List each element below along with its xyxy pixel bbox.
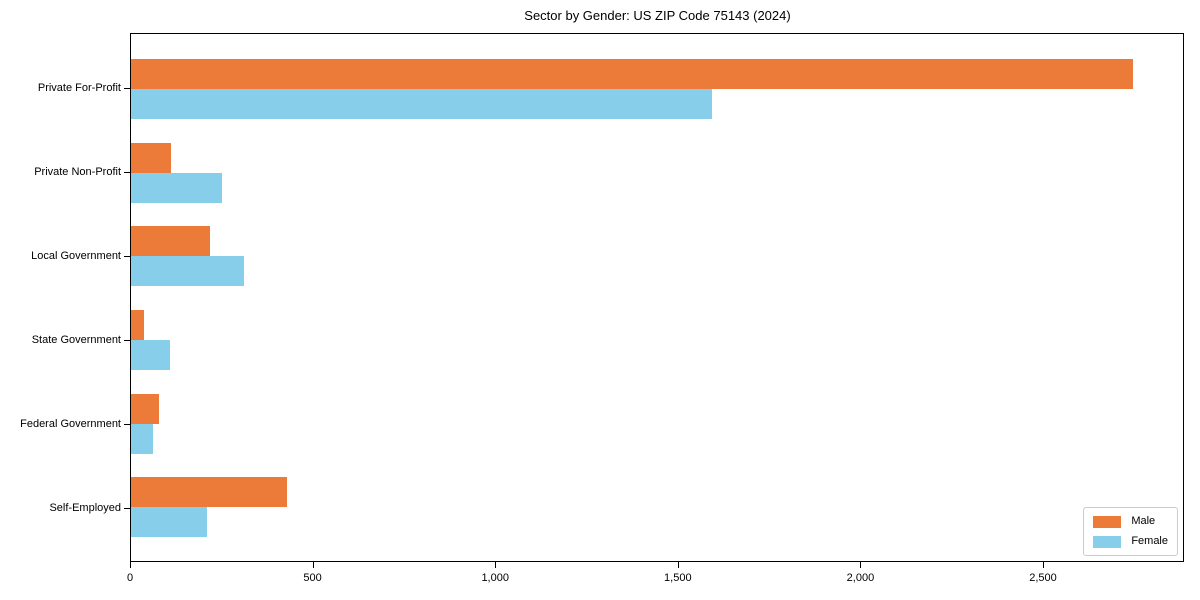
x-tick-2-000 — [860, 562, 862, 568]
y-tick-federal-government — [124, 424, 130, 425]
plot-area: Male Female — [130, 33, 1184, 562]
bar-male-private-for-profit — [131, 58, 1134, 89]
x-tick-500 — [312, 562, 314, 568]
y-label-private-non-profit: Private Non-Profit — [34, 166, 121, 178]
y-label-private-for-profit: Private For-Profit — [37, 82, 121, 94]
chart-title: Sector by Gender: US ZIP Code 75143 (202… — [524, 8, 791, 23]
bar-female-local-government — [131, 256, 244, 287]
y-tick-local-government — [124, 256, 130, 257]
y-label-federal-government: Federal Government — [20, 418, 121, 430]
y-tick-self-employed — [124, 508, 130, 509]
y-label-local-government: Local Government — [31, 250, 121, 262]
bar-female-private-for-profit — [131, 88, 713, 119]
bar-male-state-government — [131, 309, 145, 340]
x-tick-1-500 — [677, 562, 679, 568]
legend-item-male: Male — [1093, 515, 1168, 528]
bar-male-self-employed — [131, 477, 287, 508]
bar-female-state-government — [131, 339, 171, 370]
y-label-self-employed: Self-Employed — [49, 502, 121, 514]
bar-group-private-for-profit — [131, 47, 1183, 131]
bar-female-self-employed — [131, 507, 207, 538]
x-tick-label-0: 0 — [126, 572, 134, 584]
bar-male-local-government — [131, 226, 211, 257]
x-tick-label-2-500: 2,500 — [1029, 572, 1057, 584]
legend-swatch-male — [1093, 515, 1122, 528]
x-tick-1-000 — [495, 562, 497, 568]
x-tick-label-1-000: 1,000 — [481, 572, 509, 584]
bar-group-self-employed — [131, 465, 1183, 549]
x-tick-2-500 — [1043, 562, 1045, 568]
x-tick-label-2-000: 2,000 — [846, 572, 875, 584]
bar-group-local-government — [131, 214, 1183, 298]
legend-label-female: Female — [1131, 535, 1168, 547]
legend-swatch-female — [1093, 535, 1122, 548]
y-tick-private-non-profit — [124, 172, 130, 173]
y-label-state-government: State Government — [31, 334, 121, 346]
bar-group-federal-government — [131, 382, 1183, 466]
y-tick-state-government — [124, 340, 130, 341]
bar-group-private-non-profit — [131, 131, 1183, 215]
x-tick-label-1-500: 1,500 — [664, 572, 692, 584]
legend-item-female: Female — [1093, 535, 1168, 548]
bar-female-federal-government — [131, 423, 154, 454]
x-tick-0 — [130, 562, 131, 568]
bar-rows — [131, 34, 1183, 561]
y-tick-private-for-profit — [124, 88, 130, 89]
bar-group-state-government — [131, 298, 1183, 382]
bar-male-federal-government — [131, 393, 160, 424]
x-tick-label-500: 500 — [303, 572, 322, 584]
legend-label-male: Male — [1131, 515, 1156, 527]
bar-male-private-non-profit — [131, 142, 172, 173]
legend: Male Female — [1083, 507, 1178, 556]
bar-female-private-non-profit — [131, 172, 222, 203]
